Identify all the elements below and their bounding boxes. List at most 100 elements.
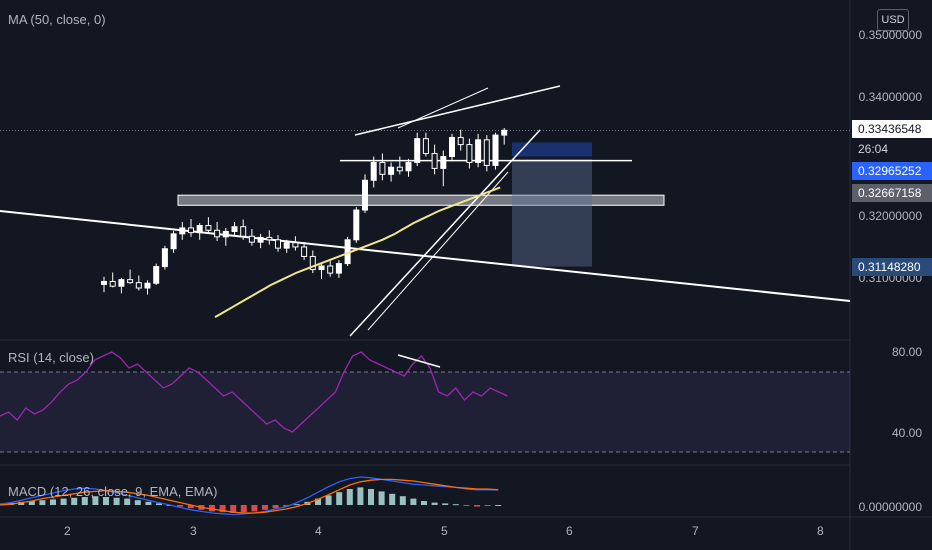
time-tick-6: 6 bbox=[566, 524, 573, 538]
candle-body bbox=[248, 235, 255, 243]
macd-histogram-bar bbox=[71, 497, 78, 505]
rsi-title: RSI (14, close) bbox=[8, 350, 94, 365]
macd-histogram-bar bbox=[336, 492, 343, 505]
time-tick-5: 5 bbox=[441, 524, 448, 538]
macd-pane bbox=[0, 476, 502, 516]
channel-top-short-line bbox=[397, 87, 489, 129]
time-tick-7: 7 bbox=[692, 524, 699, 538]
rsi-line bbox=[0, 351, 508, 433]
signal-line bbox=[0, 478, 499, 514]
macd-histogram-bar bbox=[399, 496, 406, 505]
candle-body bbox=[170, 233, 177, 250]
candle-body bbox=[266, 236, 273, 241]
macd-histogram-bar bbox=[474, 505, 480, 507]
macd-histogram-bar bbox=[357, 487, 364, 505]
macd-histogram-bar bbox=[325, 495, 332, 505]
candle-body bbox=[301, 246, 308, 257]
candle-body bbox=[449, 136, 455, 158]
candle-body bbox=[214, 229, 221, 238]
macd-histogram-bar bbox=[103, 497, 109, 505]
candle-body bbox=[483, 139, 490, 166]
channel-lower-line bbox=[349, 129, 541, 337]
candle-body bbox=[188, 227, 194, 234]
candle-body bbox=[144, 282, 151, 289]
macd-histogram-bar bbox=[293, 504, 300, 506]
last-price-tag: 0.33436548 bbox=[852, 120, 932, 138]
candle-body bbox=[153, 266, 160, 284]
resistance-zone bbox=[177, 194, 665, 206]
blue-price-tag: 0.32965252 bbox=[852, 162, 932, 180]
candle-body bbox=[292, 242, 299, 248]
macd-histogram-bar bbox=[442, 503, 449, 505]
candle-body bbox=[257, 236, 264, 243]
candle-body bbox=[161, 248, 168, 268]
countdown-tag: 26:04 bbox=[852, 140, 932, 158]
candle-body bbox=[475, 139, 482, 163]
macd-histogram-bar bbox=[187, 505, 194, 509]
macd-histogram-bar bbox=[283, 505, 290, 507]
channel-inner-line bbox=[367, 171, 509, 331]
time-tick-8: 8 bbox=[817, 524, 824, 538]
price-tick-350: 0.35000000 bbox=[858, 28, 922, 42]
descending-trendline bbox=[0, 210, 851, 302]
macd-title: MACD (12, 26, close, 9, EMA, EMA) bbox=[8, 484, 218, 499]
macd-histogram-bar bbox=[145, 501, 152, 505]
level-price-tag: 0.31148280 bbox=[852, 258, 932, 276]
macd-histogram-bar bbox=[346, 489, 353, 505]
main-indicator-title: MA (50, close, 0) bbox=[8, 12, 106, 27]
candle-body bbox=[466, 144, 473, 163]
candle-body bbox=[405, 161, 412, 172]
candle-body bbox=[396, 166, 403, 172]
macd-histogram-bar bbox=[315, 498, 321, 505]
candle-body bbox=[222, 230, 229, 238]
gray-price-tag: 0.32667158 bbox=[852, 184, 932, 202]
candle-body bbox=[196, 225, 203, 234]
time-tick-3: 3 bbox=[190, 524, 197, 538]
candle-body bbox=[457, 136, 464, 146]
price-tick-340: 0.34000000 bbox=[858, 90, 922, 104]
rsi-tick-40: 40.00 bbox=[891, 426, 922, 440]
price-tick-320: 0.32000000 bbox=[858, 209, 922, 223]
candle-body bbox=[283, 242, 290, 249]
macd-histogram-bar bbox=[484, 505, 491, 506]
candle-body bbox=[127, 279, 134, 284]
macd-histogram-bar bbox=[92, 496, 99, 505]
macd-histogram-bar bbox=[452, 504, 459, 506]
macd-histogram-bar bbox=[272, 505, 279, 509]
macd-histogram-bar bbox=[463, 505, 470, 506]
candle-body bbox=[431, 153, 438, 169]
candle-body bbox=[231, 226, 238, 232]
price-pane bbox=[0, 85, 851, 337]
macd-histogram-bar bbox=[378, 491, 385, 505]
candle-body bbox=[492, 134, 499, 166]
macd-tick-0: 0.00000000 bbox=[858, 500, 922, 514]
macd-histogram-bar bbox=[113, 497, 120, 505]
macd-histogram-bar bbox=[124, 498, 131, 505]
macd-histogram-bar bbox=[368, 489, 374, 505]
candle-body bbox=[440, 156, 447, 169]
candle-body bbox=[240, 226, 247, 237]
macd-histogram-bar bbox=[219, 505, 226, 513]
macd-histogram-bar bbox=[389, 493, 396, 505]
macd-histogram-bar bbox=[134, 500, 141, 505]
macd-histogram-bar bbox=[39, 500, 46, 505]
currency-button[interactable]: USD bbox=[877, 9, 909, 31]
candle-body bbox=[353, 209, 360, 241]
macd-histogram-bar bbox=[81, 497, 88, 505]
macd-histogram-bar bbox=[18, 501, 25, 505]
macd-histogram-bar bbox=[50, 499, 56, 505]
candle-body bbox=[101, 280, 107, 285]
macd-histogram-bar bbox=[421, 501, 427, 505]
macd-histogram-bar bbox=[230, 505, 237, 513]
candle-body bbox=[109, 280, 116, 287]
macd-histogram-bar bbox=[60, 498, 67, 505]
rsi-divergence-line bbox=[397, 354, 441, 368]
candle-body bbox=[335, 263, 342, 274]
candle-body bbox=[327, 265, 334, 274]
rsi-tick-80: 80.00 bbox=[891, 345, 922, 359]
channel-upper-line bbox=[354, 85, 561, 136]
macd-histogram-bar bbox=[240, 505, 247, 513]
